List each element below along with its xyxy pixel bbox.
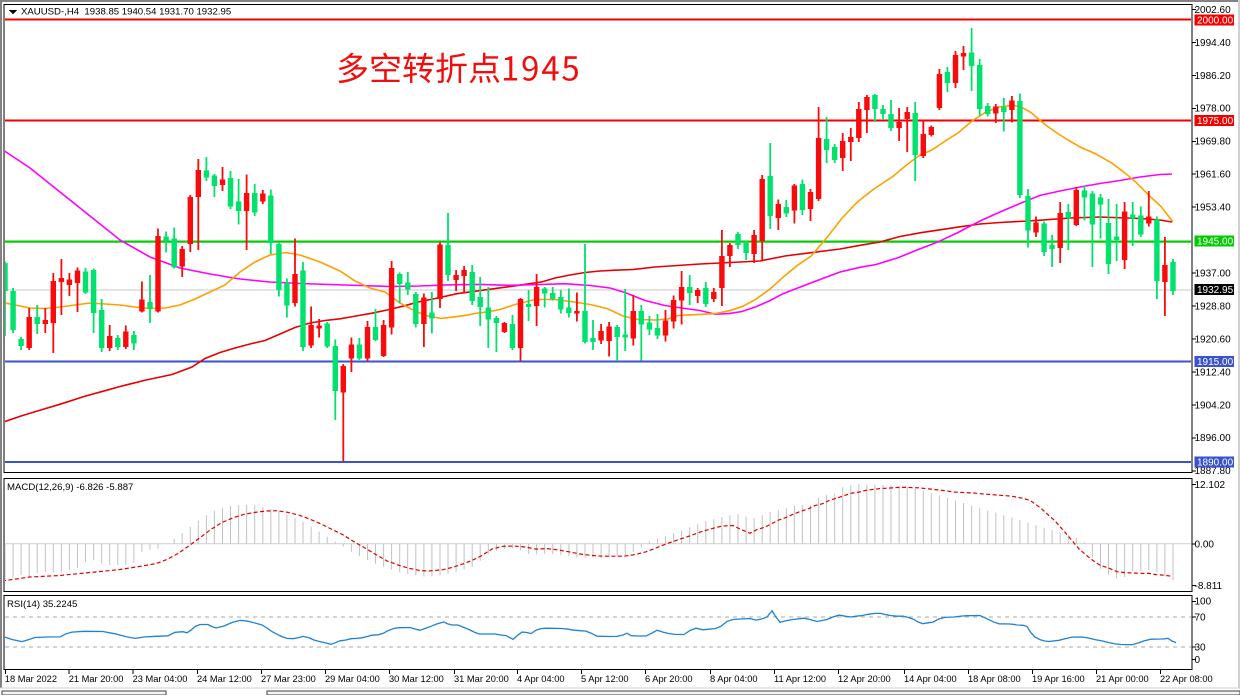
svg-text:12 Apr 20:00: 12 Apr 20:00 — [838, 674, 891, 684]
svg-text:21 Apr 00:00: 21 Apr 00:00 — [1096, 674, 1149, 684]
svg-text:29 Mar 04:00: 29 Mar 04:00 — [325, 674, 380, 684]
svg-text:1975.00: 1975.00 — [1197, 116, 1234, 127]
svg-text:100: 100 — [1195, 597, 1212, 608]
svg-text:RSI(14) 35.2245: RSI(14) 35.2245 — [7, 599, 77, 610]
svg-text:21 Mar 20:00: 21 Mar 20:00 — [69, 674, 124, 684]
svg-text:1915.00: 1915.00 — [1197, 357, 1234, 368]
svg-text:23 Mar 04:00: 23 Mar 04:00 — [133, 674, 188, 684]
svg-text:1953.40: 1953.40 — [1195, 203, 1232, 214]
svg-text:12.102: 12.102 — [1195, 480, 1226, 491]
svg-text:1994.40: 1994.40 — [1195, 38, 1232, 49]
svg-text:30: 30 — [1195, 642, 1207, 653]
svg-text:11 Apr 12:00: 11 Apr 12:00 — [774, 674, 826, 684]
svg-text:-8.811: -8.811 — [1195, 581, 1223, 592]
svg-text:1928.80: 1928.80 — [1195, 301, 1232, 312]
svg-text:14 Apr 04:00: 14 Apr 04:00 — [904, 674, 957, 684]
svg-text:30 Mar 12:00: 30 Mar 12:00 — [389, 674, 444, 684]
svg-text:0.00: 0.00 — [1195, 539, 1215, 550]
svg-text:1912.40: 1912.40 — [1195, 367, 1232, 378]
svg-text:1937.00: 1937.00 — [1195, 269, 1232, 280]
svg-text:1896.00: 1896.00 — [1195, 433, 1232, 444]
svg-text:XAUUSD-,H4 1938.85 1940.54 19: XAUUSD-,H4 1938.85 1940.54 1931.70 1932.… — [21, 7, 231, 18]
svg-text:1887.80: 1887.80 — [1195, 466, 1232, 477]
svg-text:31 Mar 20:00: 31 Mar 20:00 — [454, 674, 509, 684]
svg-text:1978.00: 1978.00 — [1195, 104, 1232, 115]
svg-text:1904.20: 1904.20 — [1195, 400, 1232, 411]
svg-text:19 Apr 16:00: 19 Apr 16:00 — [1032, 674, 1085, 684]
svg-text:1961.60: 1961.60 — [1195, 170, 1232, 181]
svg-text:0: 0 — [1195, 655, 1201, 666]
svg-text:1986.20: 1986.20 — [1195, 71, 1232, 82]
svg-text:1932.95: 1932.95 — [1197, 285, 1234, 296]
svg-text:1945.00: 1945.00 — [1197, 237, 1234, 248]
svg-text:5 Apr 12:00: 5 Apr 12:00 — [581, 674, 629, 684]
svg-text:22 Apr 08:00: 22 Apr 08:00 — [1160, 674, 1213, 684]
svg-text:27 Mar 23:00: 27 Mar 23:00 — [261, 674, 316, 684]
svg-text:70: 70 — [1195, 612, 1207, 623]
svg-text:4 Apr 04:00: 4 Apr 04:00 — [517, 674, 565, 684]
svg-text:18 Mar 2022: 18 Mar 2022 — [5, 674, 57, 684]
svg-text:24 Mar 12:00: 24 Mar 12:00 — [197, 674, 252, 684]
svg-text:1890.00: 1890.00 — [1197, 458, 1234, 469]
svg-text:MACD(12,26,9) -6.826 -5.887: MACD(12,26,9) -6.826 -5.887 — [7, 482, 133, 493]
svg-text:18 Apr 08:00: 18 Apr 08:00 — [968, 674, 1021, 684]
svg-text:1920.60: 1920.60 — [1195, 334, 1232, 345]
svg-text:1969.80: 1969.80 — [1195, 137, 1232, 148]
svg-text:8 Apr 04:00: 8 Apr 04:00 — [710, 674, 758, 684]
svg-text:2000.00: 2000.00 — [1197, 16, 1234, 27]
svg-text:2002.60: 2002.60 — [1195, 5, 1232, 16]
svg-text:6 Apr 20:00: 6 Apr 20:00 — [645, 674, 693, 684]
